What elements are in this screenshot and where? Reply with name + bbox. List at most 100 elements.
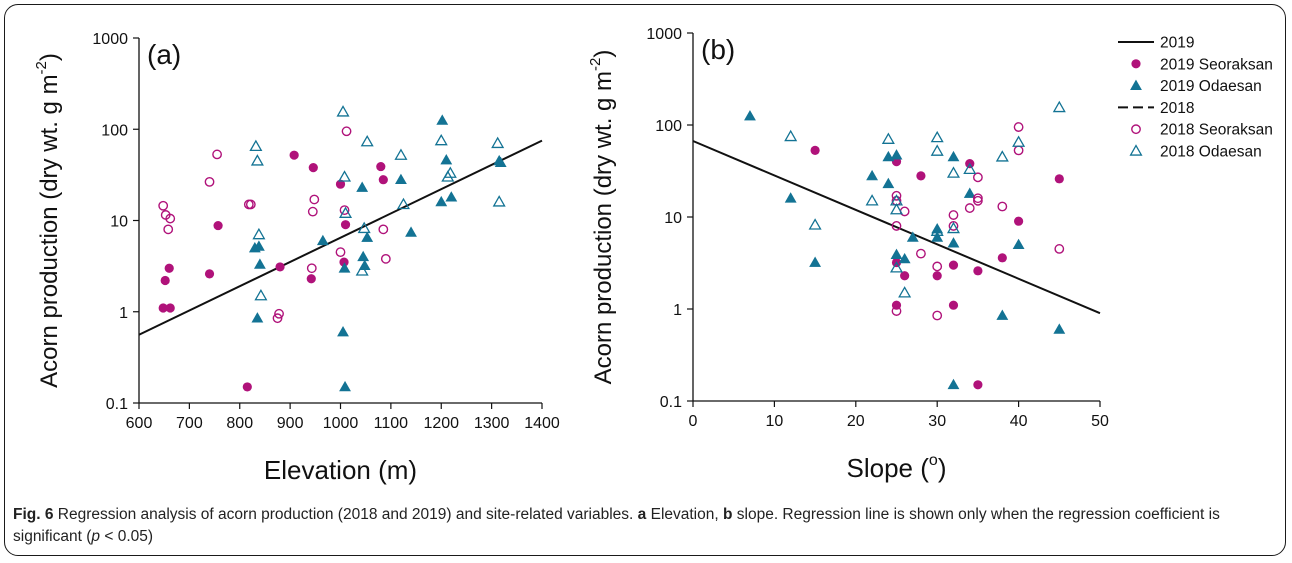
legend-item: 2018 Odaesan	[1129, 144, 1262, 161]
data-point	[443, 166, 457, 178]
x-tick-label: 700	[176, 415, 203, 432]
data-point	[440, 154, 453, 165]
y-tick-label: 1	[673, 302, 682, 319]
data-point	[245, 199, 256, 210]
data-point	[339, 206, 353, 218]
data-point	[1013, 145, 1024, 156]
legend-label: 2019 Odaesan	[1160, 78, 1262, 95]
data-point	[376, 161, 386, 172]
data-point	[357, 221, 371, 234]
data-point	[165, 213, 176, 224]
data-point	[882, 177, 895, 189]
data-point	[339, 257, 349, 267]
data-point	[355, 264, 369, 276]
data-point	[253, 258, 266, 269]
data-point	[931, 231, 944, 242]
data-point	[335, 179, 346, 189]
data-point	[272, 313, 283, 324]
data-point	[784, 192, 797, 203]
series-2019-seoraksan	[158, 150, 388, 392]
data-point	[946, 166, 961, 178]
data-point	[337, 325, 349, 337]
data-point	[947, 378, 960, 390]
x-tick-label: 10	[766, 413, 784, 430]
y-axis-title: Acorn production (dry wt. g m-2)	[33, 53, 63, 388]
data-point	[1014, 216, 1024, 226]
caption-p-symbol: p	[91, 528, 101, 545]
data-point	[361, 231, 374, 242]
data-point	[212, 149, 222, 160]
data-point	[435, 195, 448, 207]
data-point	[916, 171, 926, 181]
data-point	[306, 263, 317, 274]
x-tick-label: 1100	[374, 415, 409, 432]
data-point	[492, 195, 506, 207]
figure-caption: Fig. 6 Regression analysis of acorn prod…	[13, 504, 1268, 548]
data-point	[916, 248, 926, 259]
data-point	[357, 250, 370, 262]
legend-label: 2018 Odaesan	[1160, 144, 1262, 161]
data-point	[436, 114, 449, 125]
data-point	[744, 110, 756, 121]
data-point	[948, 210, 959, 220]
data-point	[996, 309, 1009, 320]
data-point	[395, 173, 407, 185]
data-point	[204, 176, 215, 187]
data-point	[339, 205, 350, 216]
data-point	[930, 224, 944, 236]
panel-label: (b)	[701, 34, 735, 65]
data-point	[1053, 323, 1066, 334]
panel-a-elevation: 600 700 800 900 1000 1100 1200 1300 1400 0.1 1 10 10…	[33, 31, 560, 485]
figure-frame	[4, 4, 1286, 556]
data-point	[898, 286, 912, 298]
data-point	[254, 288, 268, 301]
legend-item: 2019	[1118, 35, 1194, 52]
data-point	[891, 221, 902, 231]
data-point	[948, 300, 959, 310]
y-tick-label: 100	[101, 122, 128, 139]
data-point	[891, 190, 902, 201]
y-tick-label: 100	[655, 118, 682, 135]
panel-b-slope: 0 10 20 30 40 50 0.1 1 10 100 1000 (b) Slope (o) Acor…	[587, 26, 1109, 483]
data-point	[948, 221, 959, 231]
data-point	[356, 181, 369, 192]
data-point	[251, 312, 264, 323]
y-tick-label: 10	[664, 210, 682, 227]
data-point	[378, 175, 388, 185]
data-point	[289, 150, 299, 160]
regression-line	[138, 139, 543, 336]
data-point	[866, 169, 878, 181]
data-point	[898, 252, 911, 264]
data-point	[378, 224, 389, 235]
data-point	[249, 139, 263, 152]
data-point	[889, 203, 904, 215]
series-2019-seoraksan	[810, 145, 1064, 390]
data-point	[932, 310, 943, 321]
data-point	[1054, 244, 1065, 254]
data-point	[394, 148, 408, 160]
data-point	[964, 203, 975, 213]
data-point	[946, 221, 961, 234]
data-point	[274, 308, 284, 319]
data-point	[434, 133, 448, 146]
series-2019-odaesan	[744, 110, 1066, 390]
caption-label-b: b	[722, 506, 733, 523]
data-point	[340, 220, 351, 230]
x-tick-label: 900	[277, 415, 304, 432]
y-tick-label: 0.1	[106, 396, 128, 413]
data-point	[930, 130, 944, 143]
legend-item: 2019 Odaesan	[1130, 78, 1262, 95]
series-2018-odaesan	[784, 100, 1066, 298]
data-point	[163, 224, 174, 235]
caption-fig-label: Fig. 6	[13, 506, 54, 523]
data-point	[891, 306, 902, 316]
data-point	[308, 162, 318, 173]
legend-label: 2018	[1160, 100, 1194, 117]
data-point	[380, 253, 391, 264]
data-point	[164, 263, 174, 273]
data-point	[973, 172, 983, 183]
data-point	[932, 261, 943, 272]
data-point	[494, 156, 507, 168]
caption-label-a: a	[637, 506, 647, 523]
y-tick-label: 1000	[646, 26, 682, 43]
